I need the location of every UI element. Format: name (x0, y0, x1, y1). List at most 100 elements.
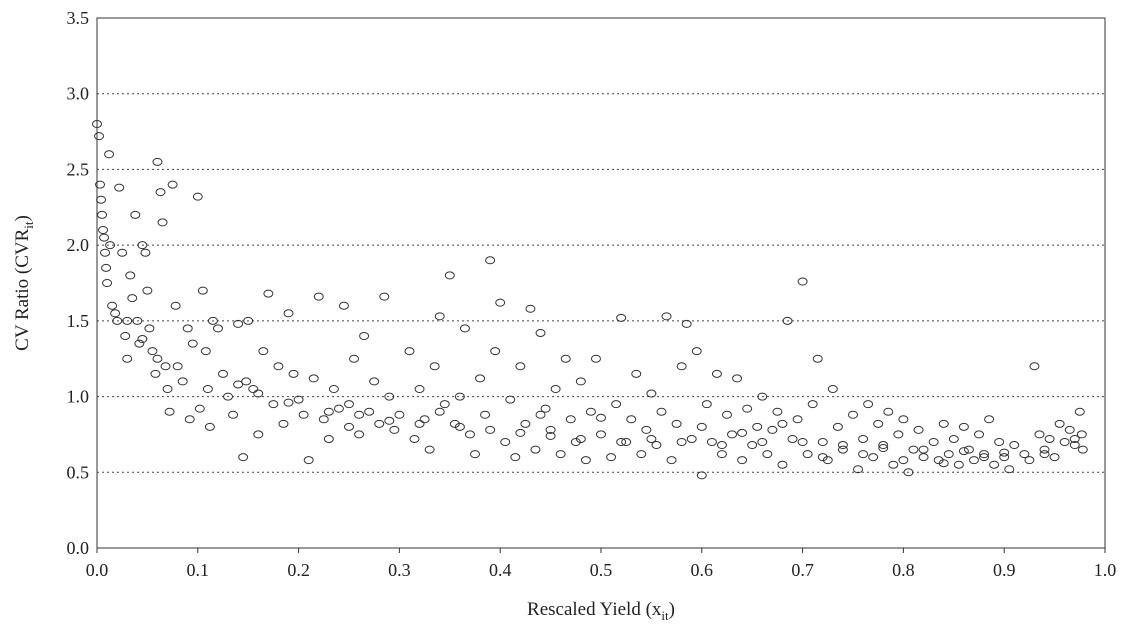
scatter-point (888, 460, 899, 469)
scatter-point (1054, 419, 1065, 428)
scatter-point (152, 157, 163, 166)
scatter-point (107, 301, 118, 310)
scatter-point (218, 369, 228, 378)
scatter-point (575, 434, 586, 443)
scatter-point (676, 438, 687, 446)
scatter-point (1064, 425, 1075, 434)
scatter-point (918, 445, 929, 454)
y-axis-title: CV Ratio (CVRit) (12, 215, 36, 351)
scatter-point (737, 428, 748, 437)
y-tick-label: 0.0 (67, 538, 90, 558)
scatter-point (636, 450, 647, 459)
scatter-point (283, 309, 294, 318)
scatter-point (273, 362, 284, 371)
scatter-point (137, 241, 148, 250)
scatter-point (686, 434, 697, 443)
y-tick-label: 0.5 (67, 462, 90, 482)
scatter-point (908, 445, 919, 454)
scatter-point (293, 395, 304, 404)
x-tick-label: 0.2 (287, 560, 310, 580)
scatter-point (104, 150, 115, 159)
scatter-point (344, 400, 354, 409)
scatter-point (691, 347, 702, 356)
scatter-point (696, 471, 707, 480)
scatter-point (848, 410, 858, 419)
scatter-point (268, 400, 279, 409)
scatter-point (263, 289, 274, 298)
scatter-point (238, 453, 249, 462)
scatter-point (364, 407, 375, 416)
scatter-point (832, 422, 843, 431)
scatter-point (646, 389, 657, 398)
scatter-point (656, 407, 667, 416)
scatter-point (303, 456, 314, 465)
scatter-point (359, 332, 370, 340)
scatter-point (298, 410, 309, 419)
scatter-point (1069, 441, 1080, 450)
scatter-point (958, 422, 969, 431)
scatter-point (490, 347, 501, 356)
scatter-point (323, 407, 334, 416)
scatter-point (616, 313, 627, 322)
scatter-point (666, 456, 677, 465)
x-tick-label: 1.0 (1094, 560, 1117, 580)
scatter-point (883, 407, 894, 416)
scatter-point (641, 425, 652, 434)
x-tick-label: 0.8 (892, 560, 915, 580)
scatter-point (898, 456, 909, 465)
scatter-point (762, 450, 773, 459)
scatter-point (1024, 456, 1035, 465)
scatter-point (792, 415, 803, 424)
scatter-point (204, 422, 215, 431)
gridlines (97, 93, 1105, 473)
scatter-point (858, 450, 869, 459)
scatter-point (105, 241, 116, 250)
scatter-point (817, 438, 828, 446)
scatter-point (1004, 465, 1015, 474)
scatter-point (170, 301, 181, 310)
scatter-point (394, 410, 405, 419)
scatter-point (777, 460, 788, 469)
scatter-point (621, 438, 632, 446)
scatter-point (454, 392, 465, 401)
scatter-point (212, 324, 223, 333)
scatter-point (207, 316, 218, 325)
scatter-point (807, 400, 818, 409)
scatter-point (495, 298, 506, 307)
scatter-point (787, 434, 798, 443)
y-tick-label: 1.0 (67, 387, 90, 407)
scatter-point (92, 120, 102, 128)
scatter-point (1039, 450, 1050, 459)
scatter-point (127, 294, 138, 303)
scatter-point (918, 453, 929, 462)
scatter-point (130, 210, 141, 219)
scatter-point (197, 286, 208, 295)
scatter-point (827, 385, 838, 393)
scatter-point (354, 430, 365, 439)
scatter-point (241, 377, 252, 386)
scatter-point (114, 183, 125, 192)
scatter-point (192, 192, 203, 201)
scatter-point (323, 434, 334, 443)
scatter-point (454, 422, 465, 431)
scatter-point (535, 410, 546, 419)
scatter-point (520, 419, 531, 428)
scatter-point (974, 430, 984, 439)
x-tick-label: 0.3 (388, 560, 411, 580)
scatter-point (434, 407, 445, 416)
scatter-point (137, 335, 148, 344)
scatter-point (120, 332, 131, 340)
scatter-point (99, 233, 110, 242)
scatter-point (868, 453, 879, 462)
scatter-point (102, 279, 113, 287)
y-tick-label: 3.0 (67, 84, 90, 104)
scatter-point (681, 319, 692, 328)
scatter-point (187, 339, 198, 348)
scatter-point (233, 319, 244, 328)
scatter-point (631, 369, 642, 378)
scatter-point (384, 416, 395, 425)
scatter-point (248, 385, 259, 393)
scatter-point (903, 468, 914, 477)
scatter-point (772, 407, 783, 416)
scatter-point (716, 450, 727, 459)
